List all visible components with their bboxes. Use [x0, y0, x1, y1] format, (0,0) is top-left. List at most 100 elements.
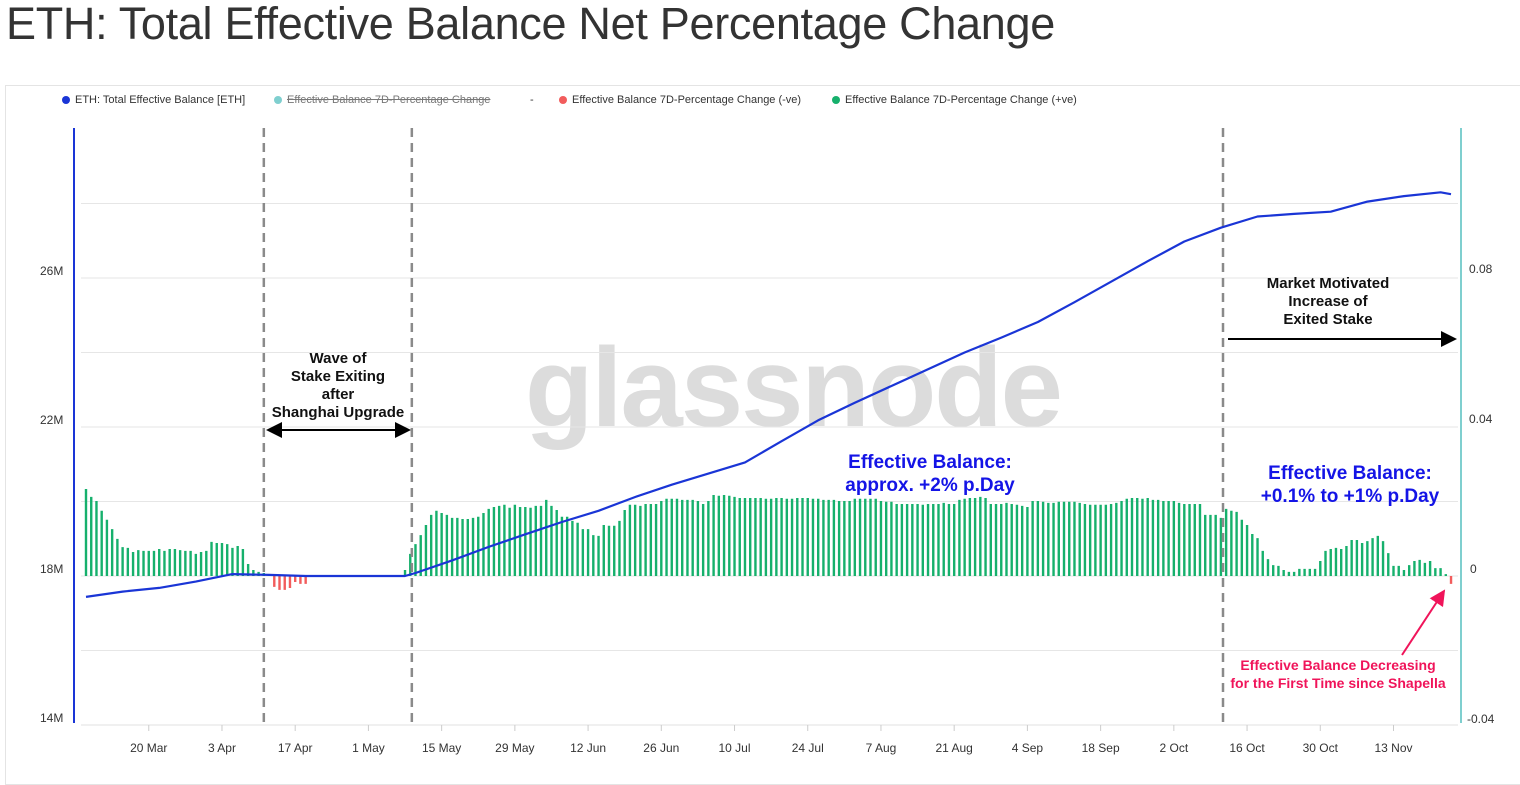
- bar-positive: [890, 502, 892, 576]
- bar-positive: [121, 547, 123, 576]
- bar-positive: [174, 549, 176, 576]
- x-tick-label: 10 Jul: [719, 741, 751, 755]
- bar-positive: [1136, 498, 1138, 576]
- bar-positive: [1204, 515, 1206, 576]
- bar-positive: [1089, 505, 1091, 576]
- bar-positive: [1094, 505, 1096, 576]
- bar-positive: [514, 505, 516, 576]
- bar-positive: [1042, 502, 1044, 576]
- bar-positive: [901, 504, 903, 576]
- bar-positive: [963, 499, 965, 576]
- bar-positive: [728, 496, 730, 576]
- arrow-red: [1402, 591, 1444, 655]
- bar-positive: [1282, 570, 1284, 576]
- bar-positive: [1079, 503, 1081, 576]
- bar-positive: [1235, 512, 1237, 576]
- bar-positive: [958, 500, 960, 576]
- bar-positive: [231, 548, 233, 576]
- x-tick-label: 21 Aug: [935, 741, 972, 755]
- bar-positive: [1167, 501, 1169, 576]
- bar-positive: [644, 504, 646, 576]
- bar-positive: [1115, 503, 1117, 576]
- bar-positive: [770, 499, 772, 576]
- bar-positive: [1345, 546, 1347, 576]
- right-axis-tick-label: 0.04: [1469, 412, 1492, 426]
- bar-positive: [472, 518, 474, 576]
- bar-positive: [623, 510, 625, 576]
- bar-positive: [1262, 551, 1264, 576]
- bar-positive: [163, 551, 165, 576]
- bar-positive: [1209, 515, 1211, 576]
- bar-positive: [1173, 501, 1175, 576]
- bar-positive: [1178, 503, 1180, 576]
- left-axis-tick-label: 18M: [40, 562, 63, 576]
- annotation-line: Wave of: [268, 350, 408, 368]
- bar-positive: [1298, 569, 1300, 576]
- bar-positive: [1371, 538, 1373, 576]
- bar-positive: [1005, 503, 1007, 576]
- bar-positive: [242, 549, 244, 576]
- x-tick-label: 20 Mar: [130, 741, 167, 755]
- bar-positive: [984, 498, 986, 576]
- x-tick-label: 1 May: [352, 741, 385, 755]
- bar-positive: [608, 526, 610, 576]
- bar-positive: [1439, 568, 1441, 576]
- bar-positive: [932, 504, 934, 576]
- bar-positive: [827, 500, 829, 576]
- bar-positive: [1011, 504, 1013, 576]
- annotation-right-blue: Effective Balance: +0.1% to +1% p.Day: [1240, 462, 1460, 508]
- bar-positive: [524, 507, 526, 576]
- bar-positive: [922, 505, 924, 576]
- bar-positive: [911, 504, 913, 576]
- bar-negative: [289, 576, 291, 588]
- bar-positive: [639, 506, 641, 576]
- bar-positive: [106, 520, 108, 576]
- bar-positive: [1309, 569, 1311, 576]
- bar-positive: [691, 500, 693, 576]
- annotation-line: Increase of: [1238, 293, 1418, 311]
- bar-negative: [294, 576, 296, 582]
- x-tick-label: 13 Nov: [1374, 741, 1412, 755]
- bar-positive: [1000, 504, 1002, 576]
- bar-positive: [1214, 515, 1216, 576]
- bar-positive: [477, 517, 479, 576]
- bar-positive: [179, 550, 181, 576]
- bar-positive: [718, 496, 720, 576]
- bar-positive: [1382, 541, 1384, 576]
- bar-positive: [1413, 561, 1415, 576]
- bar-positive: [739, 498, 741, 576]
- bar-positive: [665, 499, 667, 576]
- bar-positive: [1288, 572, 1290, 576]
- bar-positive: [1188, 504, 1190, 576]
- bar-positive: [1073, 502, 1075, 576]
- bar-positive: [1267, 559, 1269, 576]
- bar-positive: [456, 518, 458, 576]
- bar-positive: [519, 507, 521, 576]
- bar-positive: [1303, 569, 1305, 576]
- x-tick-label: 4 Sep: [1012, 741, 1044, 755]
- x-tick-label: 7 Aug: [866, 741, 897, 755]
- bar-positive: [1392, 566, 1394, 576]
- bar-positive: [817, 499, 819, 576]
- bar-positive: [1183, 504, 1185, 576]
- bar-positive: [1277, 566, 1279, 576]
- bar-positive: [571, 521, 573, 576]
- bar-positive: [754, 498, 756, 576]
- bar-positive: [556, 510, 558, 576]
- annotation-line: approx. +2% p.Day: [820, 474, 1040, 497]
- bar-positive: [1220, 518, 1222, 576]
- bar-positive: [613, 526, 615, 576]
- x-tick-label: 30 Oct: [1303, 741, 1339, 755]
- bar-positive: [1256, 538, 1258, 576]
- bar-positive: [216, 543, 218, 576]
- annotation-market: Market Motivated Increase of Exited Stak…: [1238, 275, 1418, 329]
- bar-positive: [1350, 540, 1352, 576]
- bar-positive: [786, 499, 788, 576]
- bar-positive: [812, 499, 814, 576]
- bar-positive: [660, 501, 662, 576]
- bar-positive: [137, 550, 139, 576]
- bar-positive: [508, 508, 510, 576]
- bar-positive: [869, 499, 871, 576]
- bar-positive: [1335, 548, 1337, 576]
- bar-positive: [1058, 502, 1060, 576]
